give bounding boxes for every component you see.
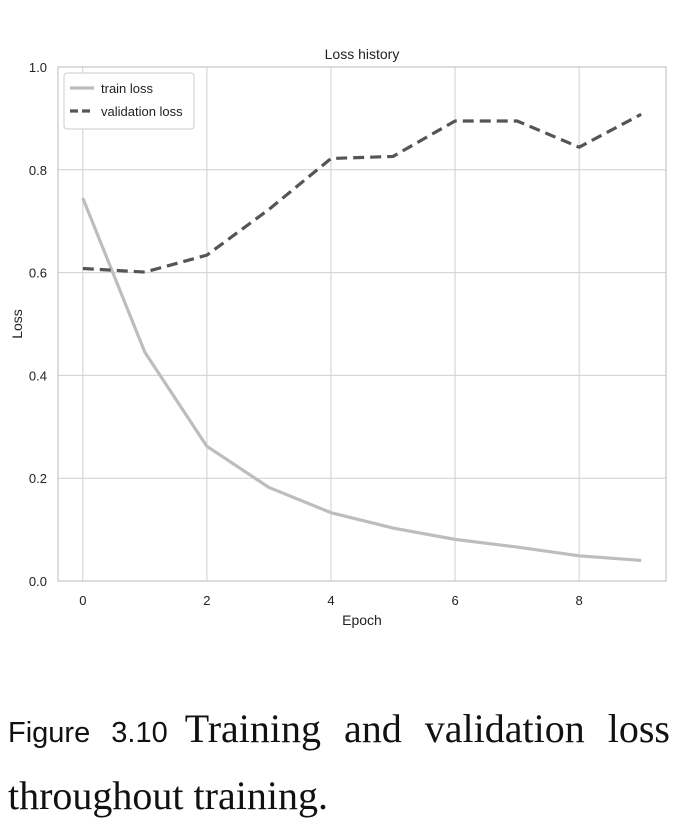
- figure-caption: Figure 3.10 Training and validation loss…: [8, 700, 670, 834]
- y-tick-label: 1.0: [29, 60, 47, 75]
- legend-label: train loss: [101, 81, 154, 96]
- x-tick-label: 0: [79, 593, 86, 608]
- series-line-1: [82, 112, 642, 274]
- loss-history-chart: 0 2 4 6 8 0.0 0.2 0.4 0.6 0.8 1.0 Loss history Epo…: [9, 46, 667, 628]
- caption-text: Training and validation loss throughout …: [8, 706, 670, 818]
- x-tick-label: 2: [203, 593, 210, 608]
- legend: train loss validation loss: [63, 72, 195, 130]
- grid-lines: [58, 66, 666, 582]
- y-tick-label: 0.2: [29, 471, 47, 486]
- legend-label: validation loss: [101, 104, 183, 119]
- x-tick-label: 6: [451, 593, 458, 608]
- axis-ticks: 0 2 4 6 8 0.0 0.2 0.4 0.6 0.8 1.0: [29, 60, 583, 608]
- series-line-0: [81, 197, 642, 563]
- plot-frame: [57, 66, 667, 582]
- x-axis-label: Epoch: [342, 612, 382, 628]
- x-tick-label: 8: [576, 593, 583, 608]
- chart-title: Loss history: [325, 46, 400, 62]
- y-axis-label: Loss: [9, 309, 25, 339]
- y-tick-label: 0.4: [29, 368, 47, 383]
- y-tick-label: 0.8: [29, 163, 47, 178]
- y-tick-label: 0.6: [29, 266, 47, 281]
- y-tick-label: 0.0: [29, 574, 47, 589]
- legend-box: [63, 72, 195, 130]
- x-tick-label: 4: [327, 593, 334, 608]
- figure-number: Figure 3.10: [8, 717, 168, 749]
- series-lines: [81, 112, 642, 563]
